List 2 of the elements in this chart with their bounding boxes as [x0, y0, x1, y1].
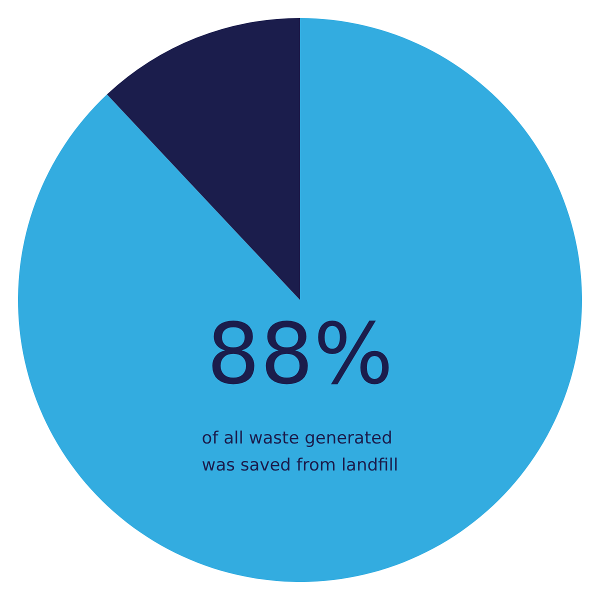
data-label: 88% — [206, 305, 394, 403]
text: of all waste generated was saved from landfill — [202, 428, 398, 476]
